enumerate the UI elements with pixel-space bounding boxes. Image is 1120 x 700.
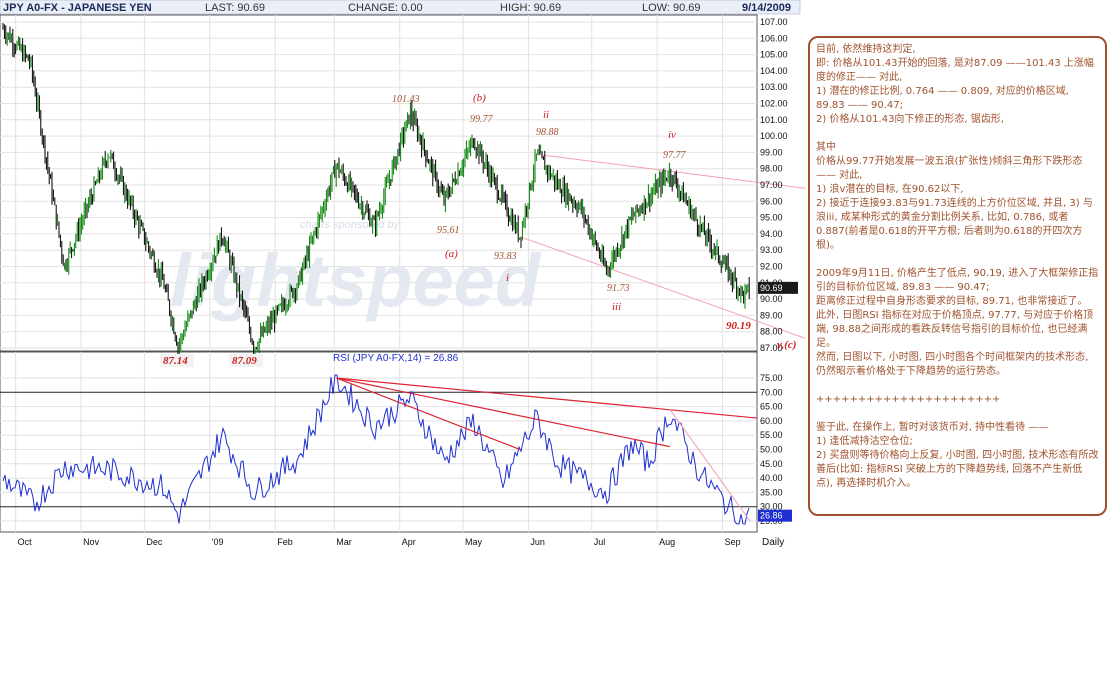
price-tick-label: 88.00 bbox=[760, 327, 783, 337]
note-paragraph-1: 目前, 依然维持这判定, 即: 价格从101.43开始的回落, 是对87.09 … bbox=[816, 44, 1094, 125]
rsi-tick-label: 35.00 bbox=[760, 487, 783, 497]
lower-channel-line bbox=[519, 236, 805, 339]
label-101-43: 101.43 bbox=[392, 94, 420, 105]
month-tick-label: '09 bbox=[212, 537, 224, 547]
price-tick-label: 97.00 bbox=[760, 180, 783, 190]
label-wave-b: (b) bbox=[473, 92, 486, 104]
rsi-tick-label: 70.00 bbox=[760, 387, 783, 397]
price-tick-label: 93.00 bbox=[760, 245, 783, 255]
month-tick-label: Nov bbox=[83, 537, 100, 547]
header-last: LAST: 90.69 bbox=[205, 2, 265, 14]
month-tick-label: Mar bbox=[336, 537, 352, 547]
rsi-tick-label: 60.00 bbox=[760, 416, 783, 426]
label-91-73: 91.73 bbox=[607, 283, 630, 294]
daily-label: Daily bbox=[762, 537, 784, 548]
rsi-tick-label: 75.00 bbox=[760, 373, 783, 383]
price-tick-label: 99.00 bbox=[760, 147, 783, 157]
month-tick-label: Apr bbox=[402, 537, 416, 547]
price-tick-label: 90.00 bbox=[760, 294, 783, 304]
rsi-tick-label: 55.00 bbox=[760, 430, 783, 440]
price-tick-label: 96.00 bbox=[760, 196, 783, 206]
label-87-14-box bbox=[160, 354, 194, 367]
rsi-line bbox=[2, 374, 750, 525]
header-change: CHANGE: 0.00 bbox=[348, 2, 423, 14]
rsi-trendline-main bbox=[336, 377, 758, 419]
month-tick-label: Jul bbox=[594, 537, 606, 547]
label-90-19: 90.19 bbox=[726, 320, 751, 332]
month-tick-label: Jun bbox=[530, 537, 545, 547]
note-paragraph-4: 鉴于此, 在操作上, 暂时对该货币对, 持中性看待 —— 1) 逢低减持沽空仓位… bbox=[816, 422, 1099, 489]
price-tick-label: 107.00 bbox=[760, 17, 788, 27]
price-tick-label: 105.00 bbox=[760, 50, 788, 60]
price-tick-label: 103.00 bbox=[760, 82, 788, 92]
price-tick-label: 104.00 bbox=[760, 66, 788, 76]
price-tick-label: 87.00 bbox=[760, 343, 783, 353]
price-tick-label: 89.00 bbox=[760, 310, 783, 320]
label-93-83: 93.83 bbox=[494, 251, 517, 262]
watermark-logo: lightspeed bbox=[170, 239, 542, 322]
label-98-88: 98.88 bbox=[536, 127, 559, 138]
price-tick-label: 94.00 bbox=[760, 229, 783, 239]
month-tick-label: May bbox=[465, 537, 483, 547]
label-wave-ii: ii bbox=[543, 109, 549, 121]
price-tick-label: 102.00 bbox=[760, 99, 788, 109]
header-low: LOW: 90.69 bbox=[642, 2, 701, 14]
rsi-last-label: 26.86 bbox=[760, 511, 783, 521]
label-99-77: 99.77 bbox=[470, 114, 494, 125]
month-tick-label: Dec bbox=[146, 537, 163, 547]
price-tick-label: 92.00 bbox=[760, 262, 783, 272]
label-97-77: 97.77 bbox=[663, 150, 687, 161]
price-tick-label: 100.00 bbox=[760, 131, 788, 141]
rsi-label: RSI (JPY A0-FX,14) = 26.86 bbox=[333, 353, 459, 364]
last-price-marker bbox=[758, 281, 798, 294]
analysis-note: 目前, 依然维持这判定, 即: 价格从101.43开始的回落, 是对87.09 … bbox=[808, 36, 1107, 516]
rsi-downtrend-line bbox=[669, 409, 751, 522]
price-tick-label: 98.00 bbox=[760, 164, 783, 174]
label-87-09-box bbox=[229, 354, 263, 367]
month-tick-label: Aug bbox=[659, 537, 675, 547]
month-tick-label: Oct bbox=[18, 537, 33, 547]
label-wave-iv: iv bbox=[668, 129, 676, 141]
header-date: 9/14/2009 bbox=[742, 2, 791, 14]
last-price-label: 90.69 bbox=[760, 283, 783, 293]
label-95-61: 95.61 bbox=[437, 225, 460, 236]
chart-area: JPY A0-FX - JAPANESE YEN LAST: 90.69 CHA… bbox=[0, 0, 805, 548]
header-symbol: JPY A0-FX - JAPANESE YEN bbox=[3, 2, 152, 14]
month-tick-label: Feb bbox=[277, 537, 293, 547]
month-tick-label: Sep bbox=[725, 537, 741, 547]
rsi-tick-label: 65.00 bbox=[760, 402, 783, 412]
rsi-tick-label: 30.00 bbox=[760, 502, 783, 512]
header-high: HIGH: 90.69 bbox=[500, 2, 561, 14]
label-87-14: 87.14 bbox=[163, 355, 188, 367]
note-paragraph-2: 其中 价格从99.77开始发展一波五浪(扩张性)倾斜三角形下跌形态—— 对此, … bbox=[816, 142, 1093, 251]
rsi-panel bbox=[0, 351, 758, 533]
rsi-trendline bbox=[336, 377, 670, 448]
price-tick-label: 106.00 bbox=[760, 33, 788, 43]
rsi-trendline bbox=[336, 377, 521, 451]
rsi-tick-label: 50.00 bbox=[760, 445, 783, 455]
label-wave-a: (a) bbox=[445, 248, 458, 260]
note-paragraph-3: 2009年9月11日, 价格产生了低点, 90.19, 进入了大框架修正指引的目… bbox=[816, 268, 1099, 377]
label-wave-vc: v,(c) bbox=[777, 339, 796, 351]
rsi-tick-label: 45.00 bbox=[760, 459, 783, 469]
label-wave-iii: iii bbox=[612, 301, 621, 313]
rsi-tick-label: 40.00 bbox=[760, 473, 783, 483]
price-tick-label: 95.00 bbox=[760, 213, 783, 223]
rsi-last-marker bbox=[758, 509, 792, 522]
price-tick-label: 101.00 bbox=[760, 115, 788, 125]
label-wave-i: i bbox=[506, 272, 509, 284]
label-87-09: 87.09 bbox=[232, 355, 257, 367]
note-separator: ++++++++++++++++++++++ bbox=[816, 394, 1001, 405]
